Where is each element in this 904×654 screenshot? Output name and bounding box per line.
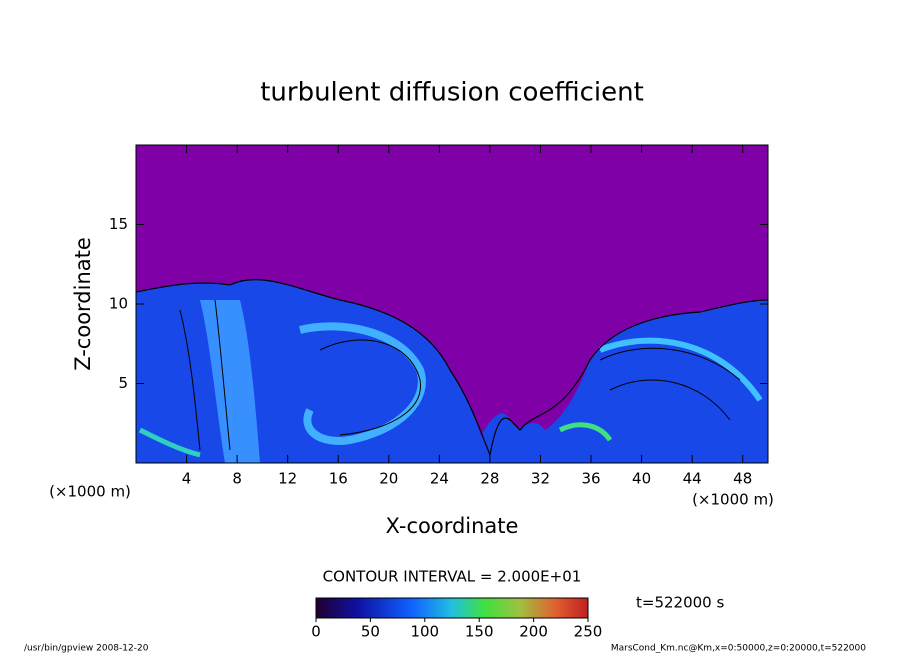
x-unit-label: (×1000 m) — [692, 491, 774, 509]
x-tick-label: 12 — [278, 470, 297, 488]
x-tick-label: 48 — [733, 470, 752, 488]
x-axis-label: X-coordinate — [386, 514, 519, 538]
x-unit-label: (×1000 m) — [49, 483, 131, 501]
x-tick-label: 44 — [683, 470, 702, 488]
colorbar-tick-label: 200 — [519, 623, 548, 641]
colorbar-tick-label: 150 — [465, 623, 494, 641]
x-tick-label: 16 — [329, 470, 348, 488]
footer-left: /usr/bin/gpview 2008-12-20 — [24, 644, 149, 654]
colorbar — [315, 597, 589, 619]
x-tick-label: 8 — [232, 470, 242, 488]
y-axis-label: Z-coordinate — [71, 237, 95, 371]
x-tick-label: 4 — [182, 470, 192, 488]
y-tick-label: 10 — [109, 295, 128, 313]
colorbar-tick-label: 50 — [361, 623, 380, 641]
footer-right: MarsCond_Km.nc@Km,x=0:50000,z=0:20000,t=… — [611, 644, 866, 654]
y-tick-label: 5 — [118, 374, 128, 392]
field — [136, 145, 768, 463]
y-tick-label: 15 — [109, 215, 128, 233]
x-tick-label: 20 — [379, 470, 398, 488]
colorbar-tick-label: 0 — [311, 623, 321, 641]
x-tick-label: 28 — [480, 470, 499, 488]
x-tick-label: 40 — [632, 470, 651, 488]
chart-title: turbulent diffusion coefficient — [260, 78, 644, 108]
colorbar-tick-label: 100 — [410, 623, 439, 641]
contour-interval: CONTOUR INTERVAL = 2.000E+01 — [323, 568, 582, 586]
x-tick-label: 36 — [581, 470, 600, 488]
colorbar-tick-label: 250 — [574, 623, 603, 641]
time-label: t=522000 s — [636, 594, 724, 612]
x-tick-label: 24 — [430, 470, 449, 488]
x-tick-label: 32 — [531, 470, 550, 488]
